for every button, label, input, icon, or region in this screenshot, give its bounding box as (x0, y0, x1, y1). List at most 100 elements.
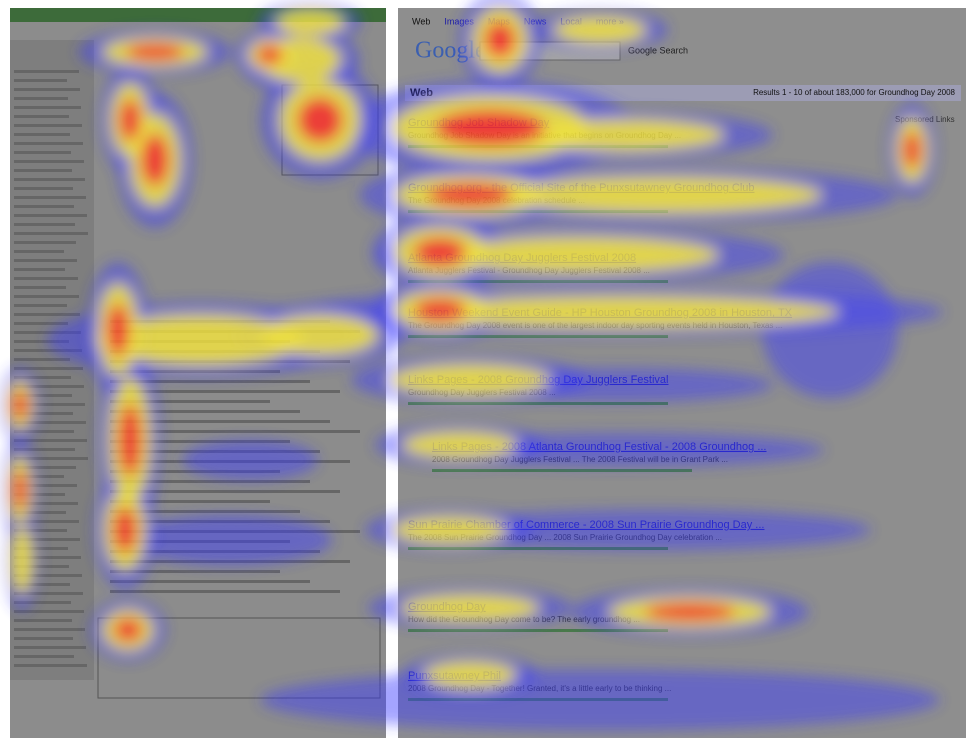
body-line (110, 590, 340, 593)
nav-line (14, 655, 74, 658)
nav-line (14, 106, 81, 109)
nav-line (14, 241, 76, 244)
heat-blob (414, 237, 466, 267)
heat-blob (96, 314, 304, 366)
heat-blob (416, 433, 824, 467)
heat-layer (0, 0, 943, 731)
nav-line (14, 358, 70, 361)
nav-line (14, 448, 75, 451)
heat-blob (484, 21, 516, 59)
nav-line (14, 142, 83, 145)
heat-blob (762, 262, 898, 398)
tab[interactable]: Images (444, 16, 474, 26)
nav-line (14, 412, 73, 415)
tab[interactable]: Web (412, 16, 430, 26)
heat-blob (262, 314, 378, 356)
nav-line (14, 133, 70, 136)
nav-line (14, 538, 80, 541)
nav-line (14, 385, 84, 388)
heat-blob (12, 470, 28, 510)
heat-blob (434, 109, 546, 147)
search-button[interactable]: Google Search (628, 45, 688, 55)
nav-line (14, 547, 68, 550)
body-line (110, 410, 300, 413)
heat-blob (140, 134, 170, 186)
heat-blob (392, 516, 508, 544)
heat-blob (10, 525, 34, 595)
heat-blob (113, 618, 143, 642)
nav-line (14, 628, 85, 631)
nav-line (14, 70, 79, 73)
result-url (408, 335, 668, 338)
nav-line (14, 322, 68, 325)
nav-line (14, 520, 79, 523)
heat-blob (644, 602, 736, 622)
heat-blob (118, 404, 142, 476)
nav-line (14, 169, 72, 172)
body-line (110, 400, 270, 403)
body-line (110, 500, 270, 503)
nav-line (14, 160, 84, 163)
heat-blob (257, 45, 283, 65)
heat-blob (113, 507, 137, 553)
heat-blob (106, 304, 130, 356)
nav-line (14, 610, 84, 613)
heat-blob (401, 295, 839, 329)
nav-line (14, 196, 86, 199)
heat-blob (125, 43, 185, 61)
result-url (432, 469, 692, 472)
nav-line (14, 151, 71, 154)
nav-line (14, 88, 80, 91)
nav-line (14, 574, 82, 577)
nav-line (14, 286, 66, 289)
nav-line (14, 259, 77, 262)
nav-line (14, 277, 78, 280)
nav-line (14, 331, 81, 334)
heat-blob (118, 99, 142, 141)
body-line (110, 430, 360, 433)
heat-blob (427, 183, 513, 207)
nav-line (14, 187, 73, 190)
heat-blob (182, 439, 318, 481)
nav-line (14, 394, 72, 397)
body-line (110, 380, 310, 383)
heat-blob (12, 390, 28, 420)
nav-line (14, 637, 73, 640)
nav-line (14, 601, 71, 604)
heat-blob (554, 16, 646, 44)
nav-line (14, 268, 65, 271)
nav-line (14, 403, 85, 406)
body-line (110, 570, 280, 573)
result-url (408, 547, 668, 550)
nav-line (14, 475, 64, 478)
heat-blob (429, 509, 871, 551)
body-line (110, 420, 330, 423)
nav-line (14, 583, 70, 586)
nav-line (14, 97, 68, 100)
nav-line (14, 529, 67, 532)
body-line (110, 490, 340, 493)
heat-blob (402, 431, 518, 459)
nav-line (14, 421, 86, 424)
nav-line (14, 502, 78, 505)
heat-blob (128, 514, 332, 566)
body-line (110, 480, 310, 483)
nav-line (14, 250, 64, 253)
heat-blob (260, 669, 940, 731)
heat-blob (297, 97, 343, 143)
nav-line (14, 295, 79, 298)
nav-line (14, 178, 85, 181)
heat-blob (442, 236, 718, 274)
nav-line (14, 313, 80, 316)
nav-line (14, 619, 72, 622)
nav-line (14, 304, 67, 307)
heat-blob (902, 131, 922, 169)
nav-line (14, 376, 71, 379)
nav-line (14, 79, 67, 82)
nav-line (14, 367, 83, 370)
heat-blob (414, 298, 466, 322)
nav-line (14, 214, 87, 217)
nav-line (14, 511, 66, 514)
